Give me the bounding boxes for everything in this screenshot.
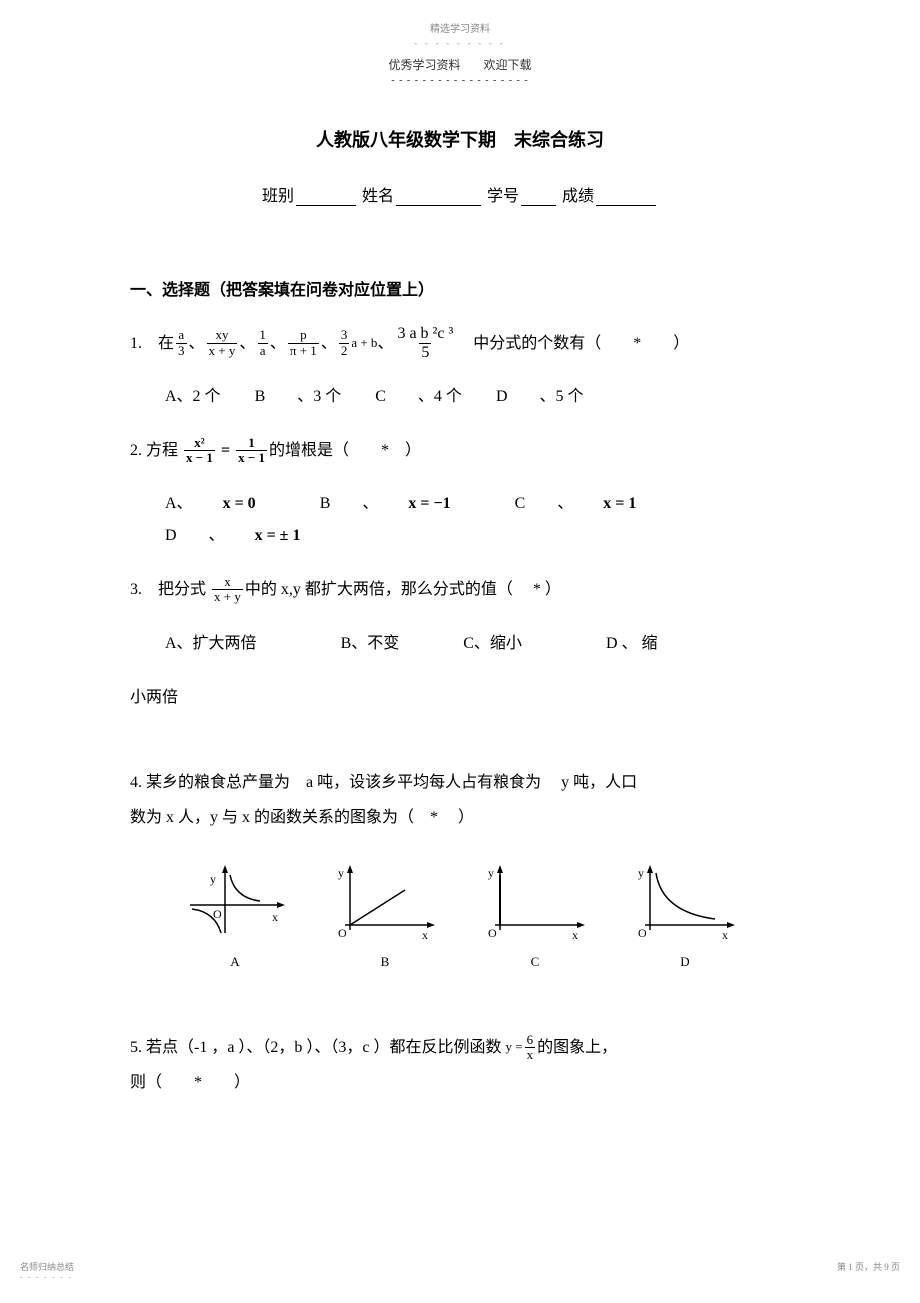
q2-opt-d: D 、x = ± 1 (165, 520, 330, 552)
q1-frac1: a3 (176, 328, 187, 358)
svg-text:y: y (488, 866, 494, 880)
class-blank (296, 188, 356, 206)
q2-equals: = (221, 433, 230, 468)
footer-right: 第 1 页，共 9 页 (837, 1260, 900, 1273)
q3-opt-a: A、扩大两倍 (165, 628, 257, 660)
svg-text:y: y (338, 866, 344, 880)
chart-d-label: D (630, 954, 740, 970)
svg-text:x: x (572, 928, 578, 942)
q1-frac2: xyx + y (207, 328, 238, 358)
chart-a-svg: y x O (180, 855, 290, 945)
q4-line1: 4. 某乡的粮食总产量为 a 吨，设该乡平均每人占有粮食为 y 吨，人口 (130, 765, 790, 800)
q3-suffix: 中的 x,y 都扩大两倍，那么分式的值（ * ） (245, 572, 561, 607)
header-top: 精选学习资料 (130, 20, 790, 35)
q1-opt-b: B 、3 个 (255, 381, 342, 413)
q1-frac3: 1a (257, 328, 268, 358)
svg-text:y: y (210, 872, 216, 886)
q5-frac: 6x (525, 1033, 536, 1063)
q1-frac5: 32 (339, 328, 350, 358)
name-blank (396, 188, 481, 206)
q3-cont: 小两倍 (130, 680, 790, 715)
q2-options: A、x = 0 B 、x = −1 C 、x = 1 D 、x = ± 1 (165, 488, 790, 552)
q1-frac5-tail: a + b (351, 329, 377, 358)
score-blank (596, 188, 656, 206)
svg-text:O: O (488, 926, 497, 940)
question-1: 1. 在 a3、 xyx + y、 1a、 pπ + 1、 32a + b、 3… (130, 325, 790, 361)
q3-prefix: 3. 把分式 (130, 572, 206, 607)
q2-prefix: 2. 方程 (130, 433, 178, 468)
chart-c-label: C (480, 954, 590, 970)
svg-text:x: x (422, 928, 428, 942)
q1-suffix: 中分式的个数有（ * ） (457, 326, 689, 361)
id-label: 学号 (487, 188, 519, 205)
main-title: 人教版八年级数学下期 末综合练习 (130, 126, 790, 152)
chart-a: y x O A (180, 855, 290, 970)
chart-b-label: B (330, 954, 440, 970)
svg-text:O: O (638, 926, 647, 940)
q1-opt-c: C 、4 个 (375, 381, 462, 413)
chart-d: y x O D (630, 855, 740, 970)
score-label: 成绩 (562, 188, 594, 205)
svg-text:x: x (272, 910, 278, 924)
q2-opt-c: C 、x = 1 (515, 488, 667, 520)
q2-opt-a: A、x = 0 (165, 488, 286, 520)
q2-frac-right: 1x − 1 (236, 436, 267, 466)
q5-prefix: 5. 若点（-1 ，a ）、（2，b ）、（3，c ）都在反比例函数 (130, 1030, 502, 1065)
q5-suffix: 的图象上， (537, 1030, 617, 1065)
q5-yeq: y = (506, 1033, 523, 1062)
q2-opt-b: B 、x = −1 (320, 488, 481, 520)
footer-dots-left: - - - - - - - (20, 1273, 73, 1281)
q5-line2: 则（ * ） (130, 1065, 790, 1100)
question-3: 3. 把分式 xx + y 中的 x,y 都扩大两倍，那么分式的值（ * ） (130, 572, 790, 607)
svg-text:O: O (213, 907, 222, 921)
svg-text:x: x (722, 928, 728, 942)
q2-frac-left: x²x − 1 (184, 436, 215, 466)
class-label: 班别 (262, 188, 294, 205)
chart-b: y x O B (330, 855, 440, 970)
sub-header: 优秀学习资料 欢迎下载 (130, 56, 790, 73)
id-blank (521, 188, 556, 206)
question-5: 5. 若点（-1 ，a ）、（2，b ）、（3，c ）都在反比例函数 y = 6… (130, 1030, 790, 1100)
sub-header-right: 欢迎下载 (484, 58, 532, 72)
q1-frac6: 3 a b ²c ³5 (395, 325, 455, 361)
sub-dashes: - - - - - - - - - - - - - - - - - - (130, 75, 790, 86)
q3-opt-c: C、缩小 (463, 628, 522, 660)
svg-text:O: O (338, 926, 347, 940)
info-line: 班别 姓名 学号 成绩 (130, 182, 790, 206)
q1-opt-d: D 、5 个 (496, 381, 584, 413)
header-dots: - - - - - - - - - (130, 39, 790, 48)
footer-left: 名师归纳总结 (20, 1260, 74, 1273)
q3-options: A、扩大两倍 B、不变 C、缩小 D 、 缩 (165, 628, 790, 660)
chart-c-svg: y x O (480, 855, 590, 945)
name-label: 姓名 (362, 188, 394, 205)
q3-opt-d: D 、 缩 (606, 628, 658, 660)
question-4: 4. 某乡的粮食总产量为 a 吨，设该乡平均每人占有粮食为 y 吨，人口 数为 … (130, 765, 790, 835)
q2-middle: 的增根是（ * ） (269, 433, 421, 468)
charts-row: y x O A y x O B y x O C (130, 855, 790, 970)
chart-a-label: A (180, 954, 290, 970)
q1-frac4: pπ + 1 (288, 328, 319, 358)
q1-prefix: 1. 在 (130, 326, 174, 361)
sub-header-left: 优秀学习资料 (388, 58, 460, 72)
q3-opt-b: B、不变 (341, 628, 400, 660)
chart-d-svg: y x O (630, 855, 740, 945)
svg-text:y: y (638, 866, 644, 880)
question-2: 2. 方程 x²x − 1 = 1x − 1 的增根是（ * ） (130, 433, 790, 468)
q1-opt-a: A、2 个 (165, 381, 221, 413)
chart-c: y x O C (480, 855, 590, 970)
chart-b-svg: y x O (330, 855, 440, 945)
q1-options: A、2 个 B 、3 个 C 、4 个 D 、5 个 (165, 381, 790, 413)
q3-frac: xx + y (212, 575, 243, 605)
section-title: 一、选择题（把答案填在问卷对应位置上） (130, 276, 790, 300)
q4-line2: 数为 x 人，y 与 x 的函数关系的图象为（ * ） (130, 800, 790, 835)
